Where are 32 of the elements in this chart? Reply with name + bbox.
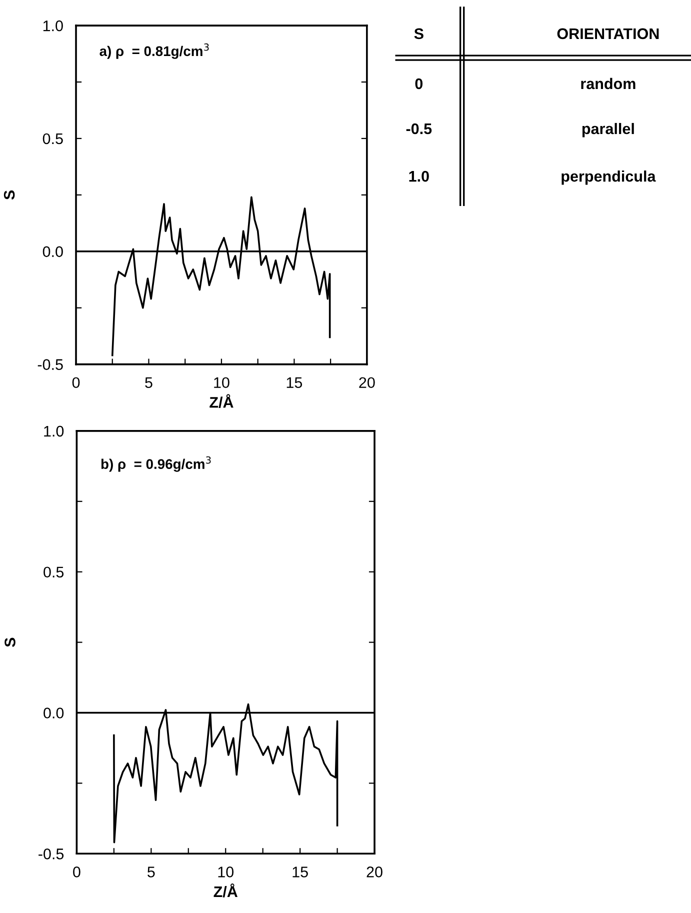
text: random xyxy=(581,78,636,90)
text: 0 xyxy=(415,78,423,90)
y-tick-label: 0.0 xyxy=(42,246,63,258)
x-axis-title: Z/Å xyxy=(210,394,234,408)
text: perpendicula xyxy=(562,170,656,185)
x-tick-label: 5 xyxy=(148,866,155,878)
text: parallel xyxy=(582,122,634,138)
y-tick-label: 0.0 xyxy=(44,708,64,718)
x-tick-label: 20 xyxy=(366,866,382,878)
text: S xyxy=(414,28,424,40)
x-tick-label: 0 xyxy=(73,866,80,878)
x-tick-label: 10 xyxy=(218,866,234,878)
x-tick-label: 5 xyxy=(145,377,152,388)
y-axis-title: S xyxy=(4,638,16,647)
y-tick-label: 1.0 xyxy=(43,20,63,32)
y-axis-title: S xyxy=(4,190,15,200)
y-tick-label: -0.5 xyxy=(38,848,64,860)
annotation: b) ρ = 0.96g/cm$^{3}$ xyxy=(101,456,211,472)
y-tick-label: 0.5 xyxy=(42,133,63,144)
text: -0.5 xyxy=(406,123,432,134)
x-tick-label: 15 xyxy=(286,377,302,388)
x-tick-label: 20 xyxy=(359,377,375,388)
x-tick-label: 0 xyxy=(72,377,80,388)
text: ORIENTATION xyxy=(557,28,659,40)
y-tick-label: 0.5 xyxy=(44,566,64,578)
y-tick-label: 1.0 xyxy=(44,426,64,437)
text: 1.0 xyxy=(409,170,429,182)
x-tick-label: 10 xyxy=(214,377,230,388)
x-axis-title: Z/Å xyxy=(214,884,238,898)
x-tick-label: 15 xyxy=(292,866,308,878)
y-tick-label: -0.5 xyxy=(38,359,63,370)
annotation: a) ρ = 0.81g/cm$^{3}$ xyxy=(100,43,209,59)
